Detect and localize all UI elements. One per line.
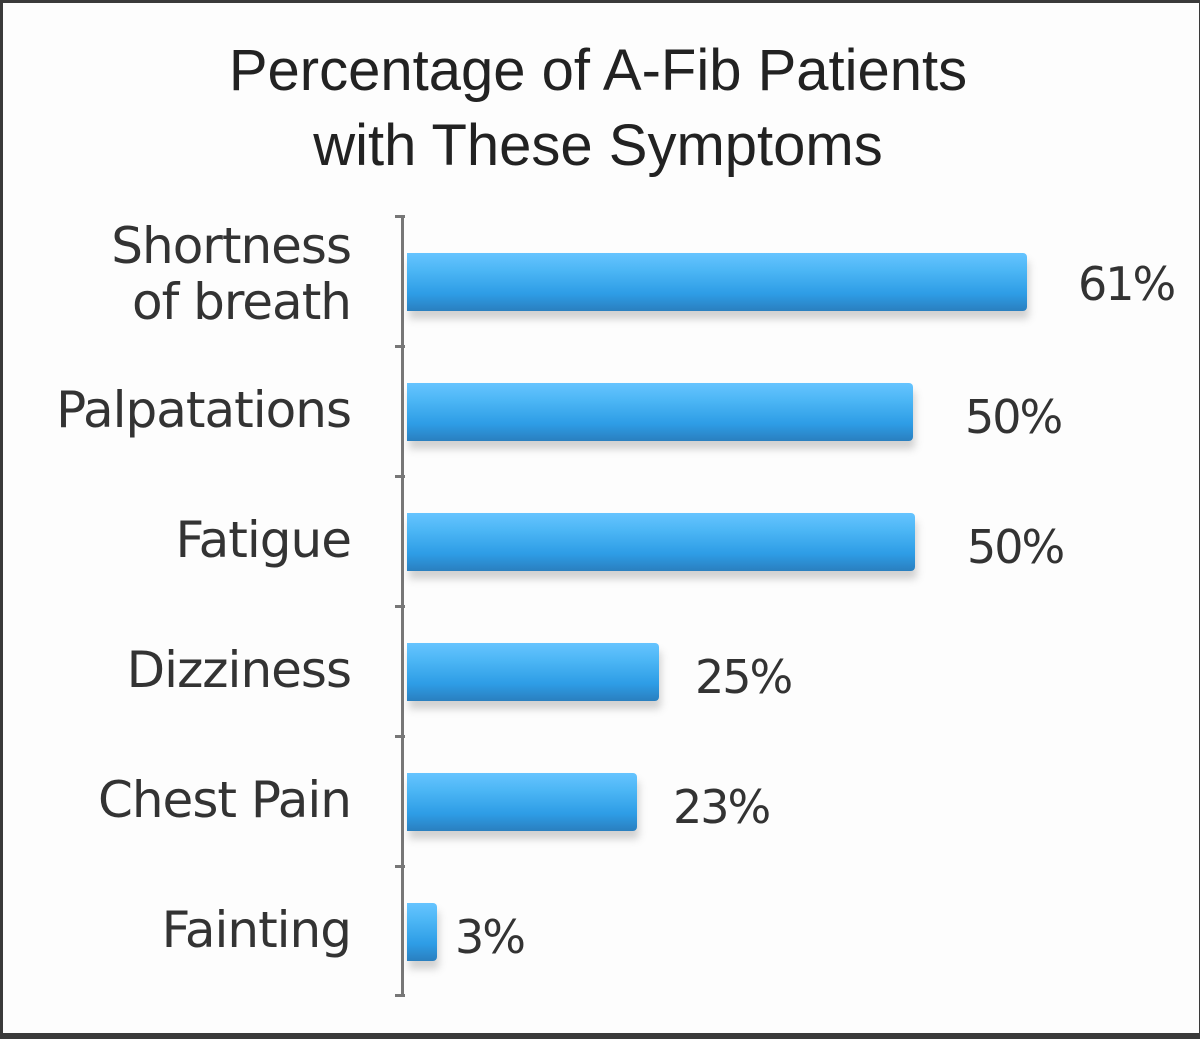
axis-tick: [395, 215, 405, 218]
category-label: Dizziness: [126, 641, 352, 699]
value-label: 23%: [673, 780, 771, 834]
title-line-1: Percentage of A-Fib Patients: [228, 38, 968, 103]
category-label: Chest Pain: [97, 771, 352, 829]
bar-fatigue: [407, 513, 915, 571]
category-label: Palpatations: [56, 381, 352, 439]
axis-tick: [395, 994, 405, 997]
category-label: Shortness of breath: [111, 217, 352, 331]
axis-tick: [395, 345, 405, 348]
bar-shortness-of-breath: [407, 253, 1027, 311]
category-label-line: Shortness: [111, 217, 352, 275]
bar-chest-pain: [407, 773, 637, 831]
axis-tick: [395, 735, 405, 738]
value-label: 50%: [965, 390, 1063, 444]
category-label-line: of breath: [132, 273, 352, 331]
axis-tick: [395, 605, 405, 608]
axis-tick: [395, 865, 405, 868]
value-label: 3%: [455, 910, 526, 964]
bar-palpatations: [407, 383, 913, 441]
value-label: 50%: [967, 520, 1065, 574]
axis-tick: [395, 475, 405, 478]
value-label: 25%: [695, 650, 793, 704]
chart-title: Percentage of A-Fib Patients with These …: [3, 33, 1193, 183]
category-label: Fainting: [161, 901, 352, 959]
bar-dizziness: [407, 643, 659, 701]
bar-fainting: [407, 903, 437, 961]
value-label: 61%: [1078, 257, 1176, 311]
category-label: Fatigue: [175, 511, 352, 569]
title-line-2: with These Symptoms: [313, 113, 883, 178]
